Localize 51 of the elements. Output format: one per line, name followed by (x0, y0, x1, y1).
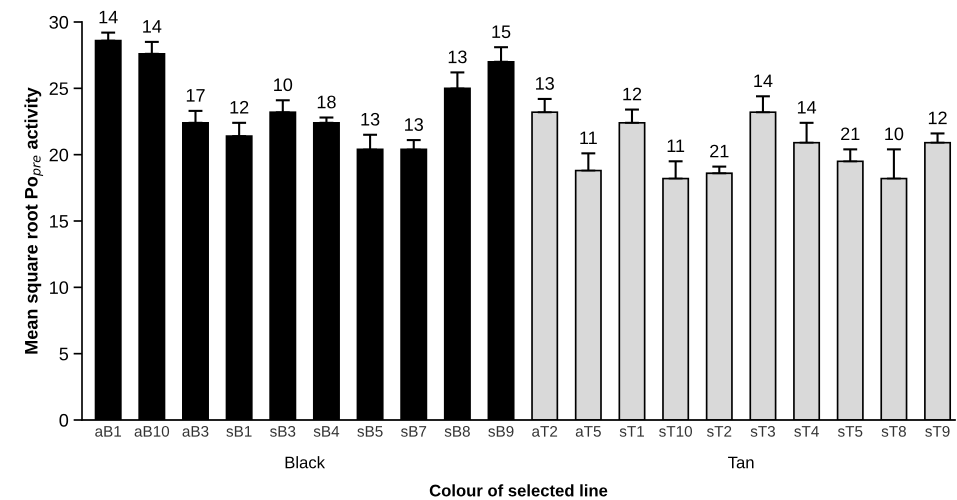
annotation: 13 (405, 118, 423, 131)
annotation: 12 (928, 112, 947, 124)
y-tick-label: 20 (50, 148, 68, 162)
x-tick-label: aT2 (532, 426, 558, 437)
y-tick-label: 0 (59, 414, 68, 427)
x-tick-label: sB4 (314, 426, 340, 437)
x-tick-label: sB8 (444, 426, 470, 437)
x-tick-label: sB9 (488, 426, 514, 437)
annotation: 14 (798, 101, 816, 114)
annotation: 17 (186, 89, 205, 102)
annotation: 12 (623, 88, 642, 100)
annotation: 11 (668, 140, 684, 152)
annotation: 14 (100, 10, 118, 24)
x-tick-label: aT5 (576, 426, 601, 437)
text: Tan (728, 456, 754, 468)
annotation: 13 (448, 50, 467, 64)
x-tick-label: sB1 (226, 426, 252, 437)
x-tick-label: sT1 (620, 426, 644, 437)
x-tick-label: sB5 (357, 426, 383, 437)
y-tick-label: 15 (50, 215, 68, 228)
x-tick-label: sT8 (882, 426, 906, 437)
x-tick-label: sT10 (659, 426, 692, 437)
y-tick-label: 5 (59, 348, 68, 360)
x-tick-label: sT9 (925, 426, 950, 437)
x-tick-label: aB10 (134, 426, 170, 437)
annotation: 13 (536, 77, 554, 90)
x-tick-label: sT4 (794, 426, 819, 437)
annotation: 14 (754, 74, 772, 87)
x-tick-label: aB3 (182, 426, 208, 437)
y-tick-label: 25 (50, 82, 68, 96)
annotation: 10 (885, 127, 904, 140)
y-tick-label: 30 (49, 16, 68, 29)
y-axis-title: Mean square root Po$_{pre}$ activity (24, 87, 44, 354)
x-tick-label: aB1 (95, 426, 122, 437)
annotation: 21 (710, 144, 728, 158)
x-tick-label: sT5 (838, 426, 862, 437)
x-axis-title: Colour of selected line (430, 484, 608, 496)
y-tick-label: 10 (50, 281, 68, 294)
x-tick-label: sT2 (706, 426, 732, 437)
text: Black (286, 456, 326, 468)
x-tick-label: sB7 (401, 426, 426, 437)
x-tick-label: sT3 (750, 426, 776, 437)
x-tick-label: sB3 (270, 426, 296, 437)
annotation: 15 (492, 25, 510, 38)
annotation: 14 (143, 20, 162, 33)
annotation: 21 (841, 127, 860, 140)
annotation: 12 (230, 100, 248, 114)
annotation: 13 (361, 112, 380, 126)
annotation: 18 (318, 96, 336, 108)
annotation: 10 (274, 78, 292, 92)
annotation: 11 (580, 132, 597, 144)
